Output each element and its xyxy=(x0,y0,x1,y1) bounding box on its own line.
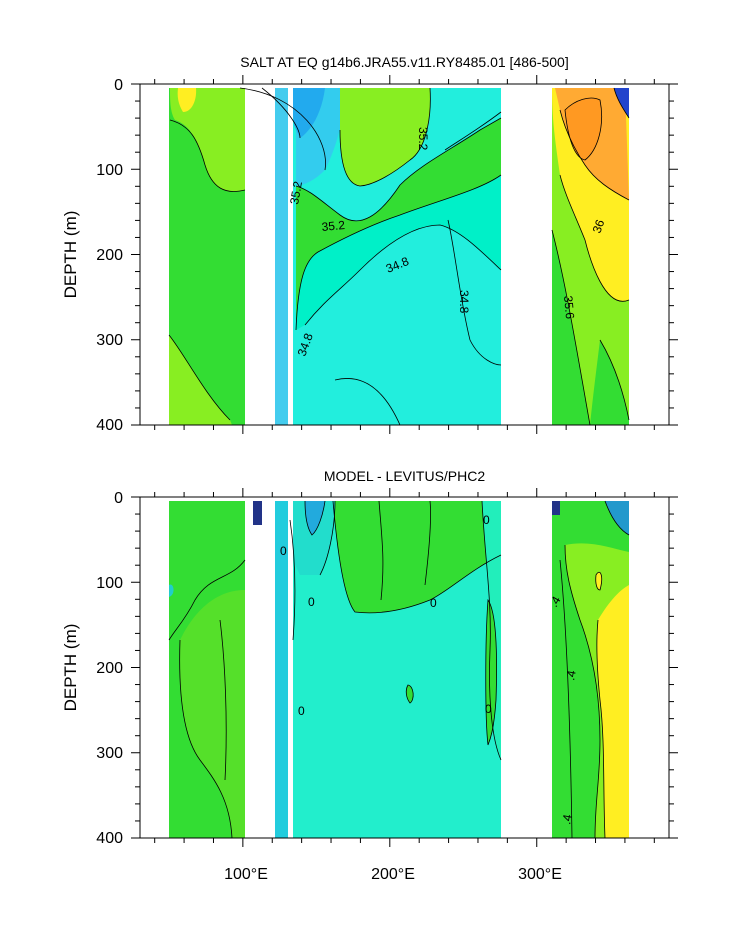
salinity-field xyxy=(140,84,669,425)
land-gap xyxy=(501,84,552,425)
y-tick-label: 300 xyxy=(96,332,123,349)
atlantic-positive-core xyxy=(596,585,629,838)
land-gap xyxy=(629,497,669,838)
axis-ticks xyxy=(131,75,678,434)
difference-panel: MODEL - LEVITUS/PHC2 xyxy=(61,468,678,883)
indian-near-zero xyxy=(169,501,245,640)
y-tick-label: 200 xyxy=(96,247,123,264)
atlantic-deep-green xyxy=(552,230,590,425)
y-tick-labels: 0 100 200 300 400 xyxy=(96,77,123,434)
salinity-panel: SALT AT EQ g14b6.JRA55.v11.RY8485.01 [48… xyxy=(61,54,678,434)
land-gap xyxy=(288,84,293,425)
difference-contours xyxy=(168,500,630,838)
land-gap xyxy=(245,497,253,838)
pacific-surface-fresh-core xyxy=(305,501,325,535)
indian-positive-patch xyxy=(179,590,245,838)
contour-label: 0 xyxy=(308,595,315,609)
indian-salty-core xyxy=(177,88,197,112)
pacific-thermocline-band xyxy=(296,175,501,330)
panel-title: MODEL - LEVITUS/PHC2 xyxy=(324,468,486,484)
contour-label: 35.2 xyxy=(287,180,305,206)
x-tick-label: 300°E xyxy=(518,866,562,883)
y-tick-label: 400 xyxy=(96,417,123,434)
land-gap xyxy=(253,525,262,838)
contour-label: 35.6 xyxy=(561,295,577,320)
indian-deep-patch xyxy=(169,335,232,425)
y-tick-label: 300 xyxy=(96,745,123,762)
axis-ticks xyxy=(131,488,678,847)
land-gap xyxy=(245,84,275,425)
y-tick-label: 400 xyxy=(96,830,123,847)
land-gap xyxy=(288,497,293,838)
atlantic-deep-green-2 xyxy=(590,340,629,425)
land-gap xyxy=(140,497,169,838)
y-tick-label: 0 xyxy=(114,77,123,94)
difference-field xyxy=(140,497,669,838)
contour-label: 0 xyxy=(485,702,492,716)
contour-label: 0 xyxy=(483,513,490,527)
pacific-deep-blob xyxy=(406,685,414,703)
x-tick-label: 200°E xyxy=(371,866,415,883)
contour-label: .4 xyxy=(563,669,579,682)
y-axis-label: DEPTH (m) xyxy=(61,624,80,712)
atlantic-surface-fresh xyxy=(614,88,629,118)
panel-title: SALT AT EQ g14b6.JRA55.v11.RY8485.01 [48… xyxy=(240,54,568,70)
contour-label: 0 xyxy=(280,544,287,558)
contour-label: 36 xyxy=(590,217,608,235)
contour-label: 35.2 xyxy=(416,127,430,151)
y-tick-labels: 0 100 200 300 400 xyxy=(96,490,123,847)
y-tick-label: 200 xyxy=(96,660,123,677)
land-gap xyxy=(501,497,552,838)
land-gap xyxy=(262,497,275,838)
indonesian-strip xyxy=(275,88,288,425)
y-tick-label: 100 xyxy=(96,162,123,179)
indonesian-strip xyxy=(275,501,288,838)
pacific-surface-positive xyxy=(333,501,501,613)
contour-label: 0 xyxy=(430,596,437,610)
salinity-contours xyxy=(168,87,630,425)
pacific-east-positive xyxy=(485,600,497,745)
pacific-salinity-max-band xyxy=(296,118,501,330)
salinity-contour-labels: 35.2 35.2 35.2 34.8 34.8 34.8 36 35.6 xyxy=(287,127,607,358)
atlantic-surface-negative xyxy=(605,501,629,535)
difference-contour-labels: 0 0 0 0 0 0 .4 .4 .4 xyxy=(280,513,579,826)
contour-label: 35.2 xyxy=(321,218,346,234)
y-axis-label: DEPTH (m) xyxy=(61,211,80,299)
atlantic-small-core xyxy=(595,572,602,590)
indian-small-blob xyxy=(169,584,174,597)
contour-label: .4 xyxy=(559,813,575,826)
y-tick-label: 0 xyxy=(114,490,123,507)
pacific-east-fresh xyxy=(439,88,501,150)
indian-fresh-patch xyxy=(170,88,245,192)
pacific-surface-fresh xyxy=(293,501,335,575)
land-gap xyxy=(140,84,169,425)
x-tick-label: 100°E xyxy=(224,866,268,883)
contour-label: 34.8 xyxy=(457,290,471,314)
land-gap xyxy=(629,84,669,425)
y-tick-label: 100 xyxy=(96,575,123,592)
atlantic-west-negative xyxy=(552,501,560,515)
indonesian-negative-patch xyxy=(253,501,262,525)
pacific-fresh-core xyxy=(262,88,325,138)
atlantic-max-core xyxy=(565,98,602,160)
x-tick-labels: 100°E 200°E 300°E xyxy=(224,866,562,883)
contour-label: 0 xyxy=(298,704,305,718)
